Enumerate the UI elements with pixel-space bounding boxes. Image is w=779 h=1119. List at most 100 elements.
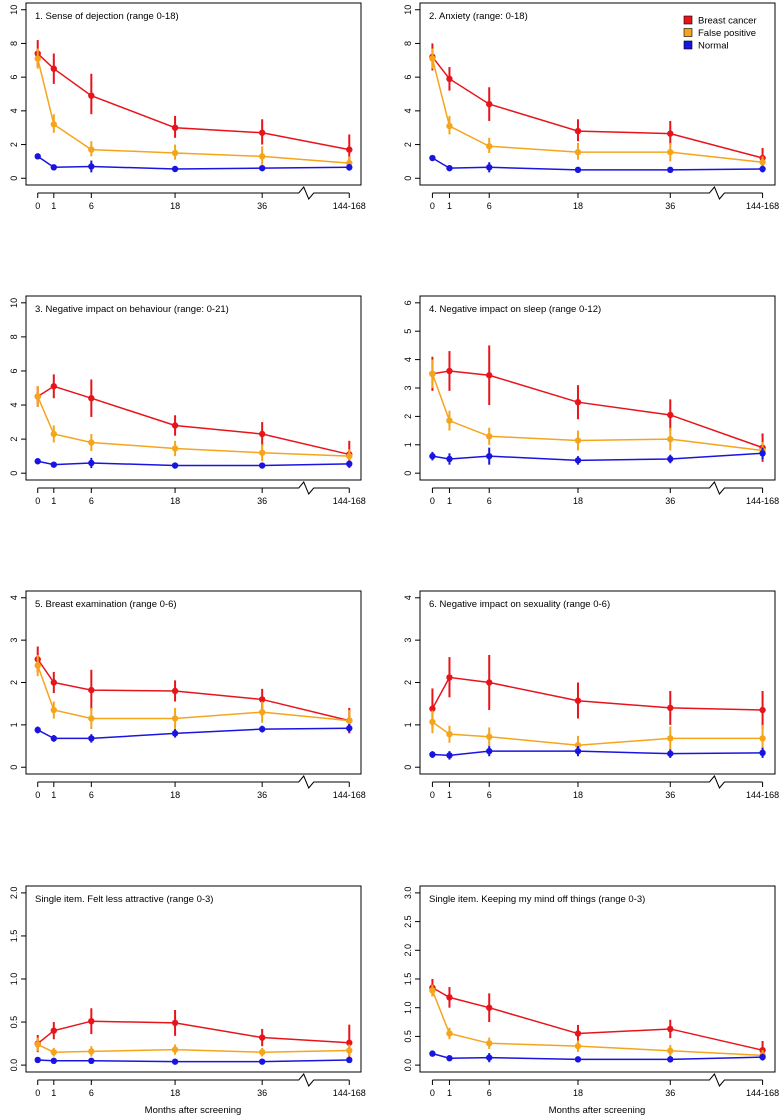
y-tick-label: 1: [9, 722, 19, 727]
x-tick-label: 144-168: [333, 201, 366, 211]
data-point: [574, 741, 582, 749]
series-line: [432, 452, 763, 462]
y-tick-label: 5: [403, 329, 413, 334]
data-point: [171, 1019, 179, 1027]
y-tick-label: 6: [403, 300, 413, 305]
data-point: [171, 1046, 179, 1053]
x-tick-label: 0: [430, 790, 435, 800]
x-tick-label: 1: [447, 790, 452, 800]
data-point: [346, 1039, 353, 1046]
x-tick-label: 18: [170, 1088, 180, 1098]
data-point: [429, 452, 436, 460]
x-axis-line: [37, 186, 350, 200]
data-point: [50, 430, 58, 438]
x-tick-label: 1: [447, 201, 452, 211]
data-point: [88, 686, 95, 694]
data-point: [171, 462, 179, 469]
plot-frame: [25, 590, 362, 775]
data-point: [346, 725, 353, 732]
series-normal: [34, 1056, 353, 1065]
series-false-positive: [34, 386, 353, 463]
data-point: [759, 1053, 766, 1061]
y-tick-label: 3: [403, 638, 413, 643]
data-point: [486, 1054, 493, 1061]
x-tick-label: 1: [447, 1088, 452, 1098]
y-tick-label: 0: [403, 765, 413, 770]
data-point: [34, 1056, 41, 1064]
series-line: [37, 53, 350, 151]
data-point: [258, 462, 266, 469]
data-point: [429, 718, 436, 726]
data-point: [34, 55, 41, 62]
series-line: [37, 396, 350, 457]
legend-swatch: [683, 15, 693, 25]
plot-frame: [25, 295, 362, 481]
series-normal: [34, 457, 353, 469]
x-tick-label: 18: [573, 201, 583, 211]
data-point: [88, 715, 95, 722]
x-tick-label: 36: [665, 201, 675, 211]
data-point: [88, 1048, 95, 1055]
series-line: [432, 157, 763, 171]
x-tick-label: 144-168: [333, 496, 366, 506]
data-point: [171, 715, 179, 722]
panel-title: 5. Breast examination (range 0-6): [35, 599, 177, 610]
data-point: [446, 674, 453, 681]
data-point: [759, 165, 766, 173]
panel-title: Single item. Felt less attractive (range…: [35, 894, 213, 905]
y-tick-label: 8: [9, 334, 19, 339]
x-tick-label: 144-168: [746, 1088, 779, 1098]
x-tick-label: 0: [430, 496, 435, 506]
legend-label: Normal: [698, 41, 729, 52]
data-point: [171, 1058, 179, 1065]
x-tick-label: 1: [51, 496, 56, 506]
data-point: [258, 1048, 266, 1056]
x-tick-label: 18: [573, 1088, 583, 1098]
data-point: [446, 455, 453, 463]
data-point: [88, 459, 95, 467]
x-axis-line: [432, 481, 763, 495]
data-point: [667, 1047, 674, 1054]
x-tick-label: 144-168: [746, 790, 779, 800]
y-tick-label: 1.0: [9, 973, 19, 986]
series-line: [431, 990, 763, 1057]
x-axis-line: [37, 481, 350, 495]
panel-5: 5. Breast examination (range 0-6) 0 1 2 3 4 0 1…: [9, 590, 366, 800]
x-tick-label: 1: [51, 1088, 56, 1098]
x-axis-line: [37, 775, 350, 789]
y-tick-label: 3.0: [403, 887, 413, 900]
data-point: [34, 726, 41, 734]
panel-3: 3. Negative impact on behaviour (range: …: [9, 295, 366, 506]
series-normal: [34, 153, 353, 173]
x-tick-label: 36: [665, 496, 675, 506]
series-line: [36, 58, 350, 164]
data-point: [486, 143, 493, 150]
data-point: [574, 166, 582, 174]
data-point: [258, 129, 266, 136]
data-point: [346, 164, 353, 171]
data-point: [446, 994, 453, 1001]
data-point: [574, 398, 582, 406]
data-point: [486, 747, 493, 755]
data-point: [486, 679, 493, 686]
y-tick-label: 0.5: [403, 1030, 413, 1043]
y-tick-label: 10: [9, 298, 19, 308]
data-point: [759, 159, 766, 166]
data-point: [667, 735, 674, 742]
data-point: [574, 1042, 582, 1050]
series-breast-cancer: [429, 654, 766, 730]
data-point: [667, 435, 674, 443]
panel-title: 1. Sense of dejection (range 0-18): [35, 11, 179, 22]
x-tick-label: 18: [170, 790, 180, 800]
y-tick-label: 1: [403, 722, 413, 727]
y-tick-label: 1.5: [9, 930, 19, 943]
x-tick-label: 36: [665, 790, 675, 800]
x-tick-label: 6: [89, 1088, 94, 1098]
series-line: [432, 750, 763, 757]
data-point: [759, 450, 766, 457]
data-point: [171, 149, 179, 157]
data-point: [667, 148, 674, 156]
series-line: [432, 986, 763, 1051]
series-line: [431, 373, 763, 452]
series-line: [431, 56, 763, 159]
